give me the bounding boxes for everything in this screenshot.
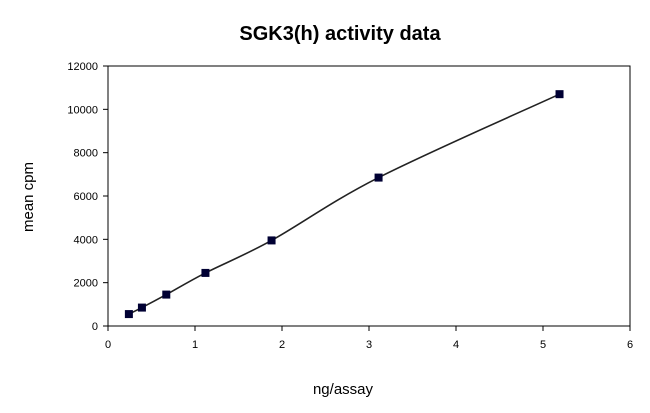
data-point <box>124 310 133 319</box>
data-point <box>374 173 383 182</box>
x-tick-label: 4 <box>453 339 459 351</box>
series-layer <box>124 90 564 319</box>
y-tick-label: 6000 <box>74 191 98 203</box>
data-point <box>555 90 564 99</box>
chart-title: SGK3(h) activity data <box>239 23 441 45</box>
data-point <box>162 290 171 299</box>
data-point <box>137 303 146 312</box>
y-tick-label: 4000 <box>74 234 98 246</box>
x-tick-label: 2 <box>279 339 285 351</box>
y-tick-label: 2000 <box>74 278 98 290</box>
x-axis-title: ng/assay <box>313 381 374 398</box>
x-tick-label: 0 <box>105 339 111 351</box>
series-line <box>128 93 560 315</box>
data-point <box>201 268 210 277</box>
x-tick-label: 3 <box>366 339 372 351</box>
y-tick-label: 12000 <box>67 61 98 73</box>
x-tick-label: 6 <box>627 339 633 351</box>
y-tick-label: 10000 <box>67 104 98 116</box>
y-tick-label: 0 <box>92 321 98 333</box>
data-point <box>267 236 276 245</box>
y-axis-title: mean cpm <box>20 162 37 232</box>
x-axis: 0 1 2 3 4 5 6 <box>105 326 633 351</box>
y-axis: 0 2000 4000 6000 8000 10000 12000 <box>67 61 108 333</box>
x-tick-label: 5 <box>540 339 546 351</box>
x-tick-label: 1 <box>192 339 198 351</box>
plot-area <box>107 65 631 327</box>
y-tick-label: 8000 <box>74 148 98 160</box>
